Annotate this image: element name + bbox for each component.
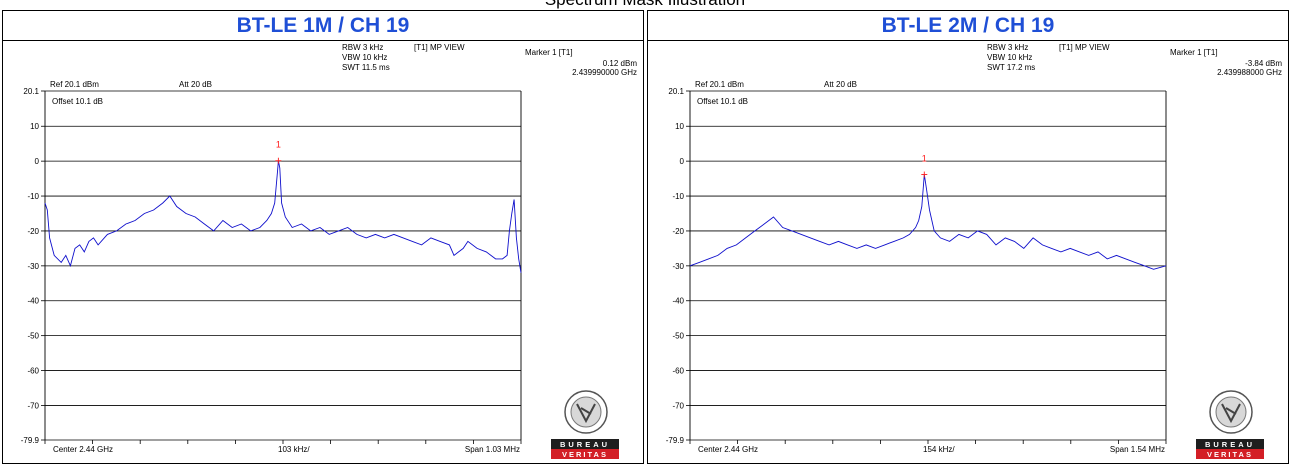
swt-label: SWT 11.5 ms	[342, 63, 390, 72]
y-tick-label: 10	[675, 122, 684, 131]
y-tick-label: -10	[27, 192, 39, 201]
view-label: [T1] MP VIEW	[1059, 43, 1110, 52]
view-label: [T1] MP VIEW	[414, 43, 465, 52]
marker-level: 0.12 dBm	[603, 59, 638, 68]
spectrum-trace	[44, 160, 522, 273]
marker-title: Marker 1 [T1]	[1170, 48, 1218, 57]
y-tick-label: -30	[672, 262, 684, 271]
swt-label: SWT 17.2 ms	[987, 63, 1035, 72]
bureau-label: BUREAU	[560, 440, 610, 449]
page-title: Spectrum Mask Illustration	[0, 0, 1290, 9]
rbw-label: RBW 3 kHz	[987, 43, 1028, 52]
rbw-label: RBW 3 kHz	[342, 43, 383, 52]
spectrum-panel-bt-le-1m: BT-LE 1M / CH 19 RBW 3 kHz VBW 10 kHz SWT …	[2, 10, 644, 464]
vbw-label: VBW 10 kHz	[987, 53, 1032, 62]
bureau-label-bg	[1196, 439, 1264, 449]
panel-title: BT-LE 2M / CH 19	[648, 11, 1288, 41]
attenuation-label: Att 20 dB	[824, 80, 857, 89]
division-label: 154 kHz/	[923, 445, 955, 454]
y-tick-label: -70	[27, 401, 39, 410]
span-label: Span 1.54 MHz	[1110, 445, 1165, 454]
attenuation-label: Att 20 dB	[179, 80, 212, 89]
panel-title: BT-LE 1M / CH 19	[3, 11, 643, 41]
marker-frequency: 2.439988000 GHz	[1217, 68, 1282, 77]
bureau-veritas-seal-mark	[1221, 403, 1241, 424]
offset-label: Offset 10.1 dB	[697, 97, 748, 106]
spectrum-trace	[689, 174, 1167, 270]
y-tick-label: -70	[672, 401, 684, 410]
division-label: 103 kHz/	[278, 445, 310, 454]
y-tick-label: -40	[27, 297, 39, 306]
y-tick-label: -20	[672, 227, 684, 236]
y-tick-label: -10	[672, 192, 684, 201]
bureau-label: BUREAU	[1205, 440, 1255, 449]
marker-number-label: 1	[922, 154, 927, 164]
ref-level-label: Ref 20.1 dBm	[50, 80, 99, 89]
spectrum-panel-bt-le-2m: BT-LE 2M / CH 19 RBW 3 kHz VBW 10 kHz SWT …	[647, 10, 1289, 464]
y-tick-label: -30	[27, 262, 39, 271]
marker-frequency: 2.439990000 GHz	[572, 68, 637, 77]
span-label: Span 1.03 MHz	[465, 445, 520, 454]
veritas-label-bg	[1196, 449, 1264, 459]
y-tick-label: 20.1	[668, 87, 684, 96]
y-tick-label: -60	[672, 367, 684, 376]
y-tick-label: -20	[27, 227, 39, 236]
y-tick-label: -50	[672, 332, 684, 341]
vbw-label: VBW 10 kHz	[342, 53, 387, 62]
veritas-label-bg	[551, 449, 619, 459]
veritas-label: VERITAS	[562, 450, 608, 459]
offset-label: Offset 10.1 dB	[52, 97, 103, 106]
y-tick-label: 10	[30, 122, 39, 131]
veritas-label: VERITAS	[1207, 450, 1253, 459]
ref-level-label: Ref 20.1 dBm	[695, 80, 744, 89]
y-tick-label: -40	[672, 297, 684, 306]
marker-number-label: 1	[276, 140, 281, 150]
bureau-veritas-seal-mark	[576, 403, 596, 424]
y-tick-label: 0	[35, 157, 40, 166]
y-tick-label: -50	[27, 332, 39, 341]
page-title-bar: Spectrum Mask Illustration	[0, 0, 1290, 10]
center-frequency-label: Center 2.44 GHz	[53, 445, 113, 454]
marker-level: -3.84 dBm	[1245, 59, 1282, 68]
bureau-label-bg	[551, 439, 619, 449]
marker-title: Marker 1 [T1]	[525, 48, 573, 57]
y-tick-label: -79.9	[666, 436, 685, 445]
center-frequency-label: Center 2.44 GHz	[698, 445, 758, 454]
y-tick-label: 20.1	[23, 87, 39, 96]
y-tick-label: -60	[27, 367, 39, 376]
y-tick-label: 0	[680, 157, 685, 166]
y-tick-label: -79.9	[21, 436, 40, 445]
